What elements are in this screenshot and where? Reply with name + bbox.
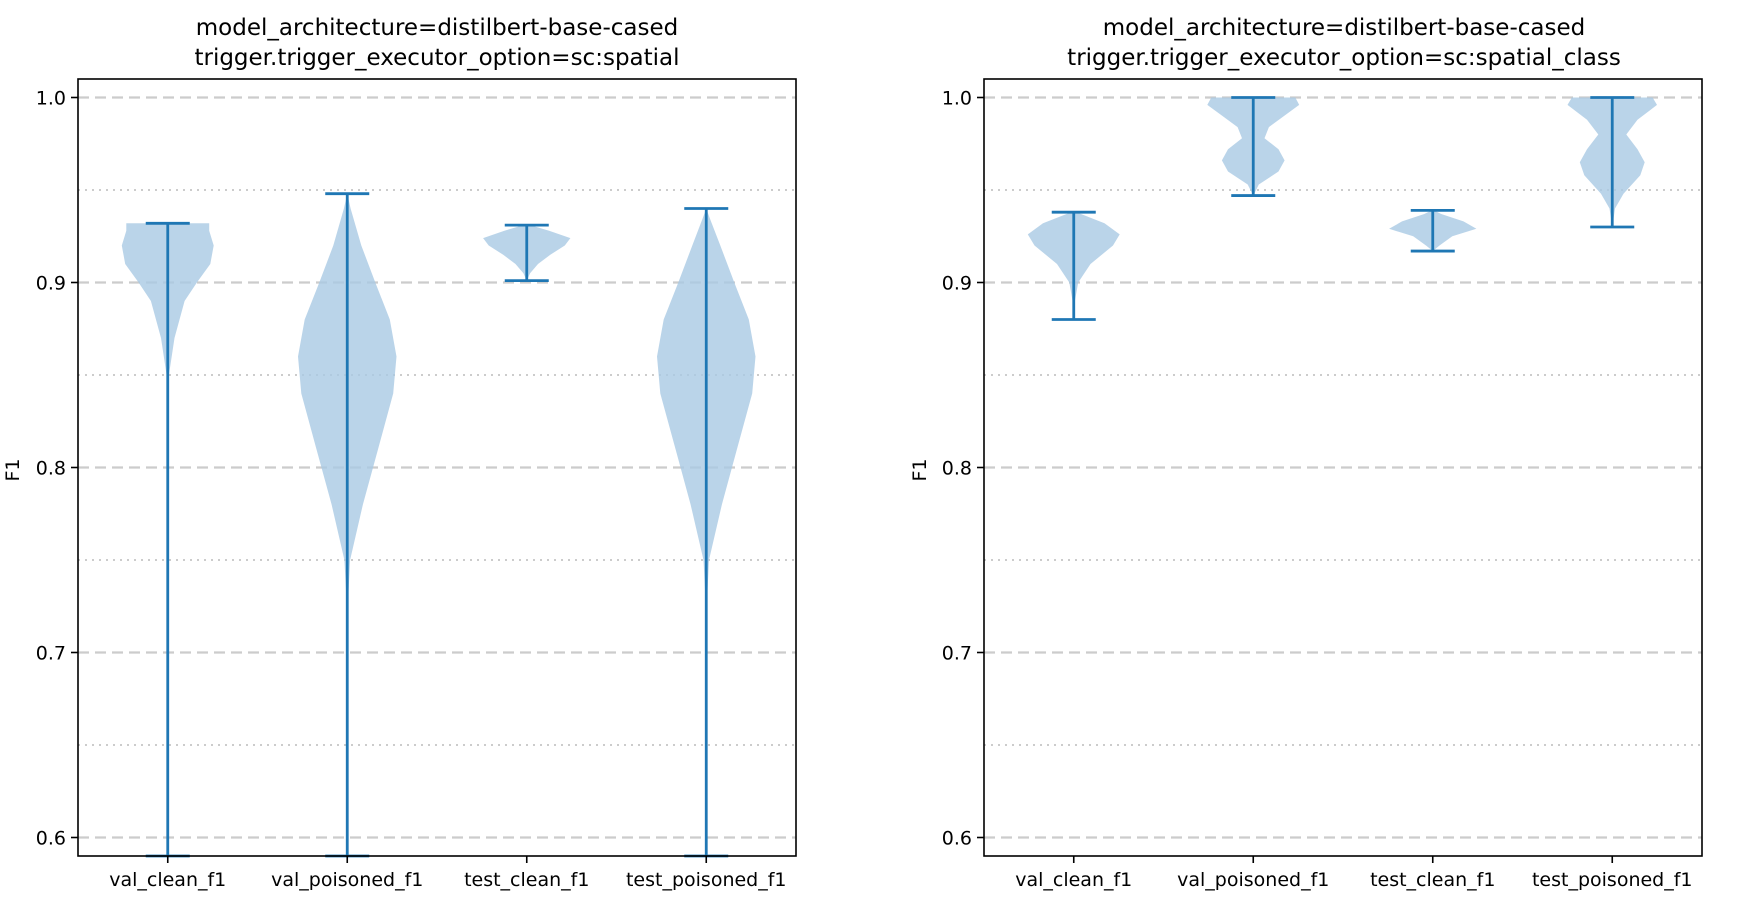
chart-panel-spatial-class: model_architecture=distilbert-base-cased… xyxy=(909,15,1703,891)
y-tick-label: 0.9 xyxy=(36,273,66,295)
y-axis-label: F1 xyxy=(909,458,931,481)
y-tick-label: 0.7 xyxy=(942,643,972,665)
x-tick-label: val_clean_f1 xyxy=(109,869,226,891)
y-tick-label: 0.8 xyxy=(942,458,972,480)
axes: 0.6 0.7 0.8 0.9 1.0 val_clean_f1 val_poisoned_… xyxy=(942,78,1703,891)
violin-test-clean-f1 xyxy=(1389,208,1477,253)
grid-lines xyxy=(984,96,1702,839)
violin-test-poisoned-f1 xyxy=(1567,96,1657,229)
chart-title-line-2: trigger.trigger_executor_option=sc:spati… xyxy=(194,45,679,71)
violins xyxy=(121,192,756,858)
x-tick-label: test_clean_f1 xyxy=(1370,869,1495,891)
y-tick-label: 0.8 xyxy=(36,458,66,480)
y-tick-label: 1.0 xyxy=(942,88,972,110)
chart-title-line-2: trigger.trigger_executor_option=sc:spati… xyxy=(1067,45,1621,71)
y-tick-label: 0.6 xyxy=(36,828,66,850)
x-tick-label: val_clean_f1 xyxy=(1015,869,1132,891)
violin-val-poisoned-f1 xyxy=(1207,96,1300,197)
y-axis-label: F1 xyxy=(2,458,24,481)
y-tick-label: 0.9 xyxy=(942,273,972,295)
y-tick-label: 1.0 xyxy=(36,88,66,110)
y-tick-label: 0.7 xyxy=(36,643,66,665)
x-tick-label: val_poisoned_f1 xyxy=(1177,869,1329,891)
y-tick-label: 0.6 xyxy=(942,828,972,850)
chart-title-line-1: model_architecture=distilbert-base-cased xyxy=(196,15,678,41)
grid-lines xyxy=(78,96,796,839)
x-tick-label: val_poisoned_f1 xyxy=(271,869,423,891)
violins xyxy=(1027,96,1657,321)
violin-val-clean-f1 xyxy=(1027,210,1120,321)
violin-test-clean-f1 xyxy=(483,223,571,283)
x-tick-label: test_poisoned_f1 xyxy=(1532,869,1693,891)
chart-title-line-1: model_architecture=distilbert-base-cased xyxy=(1103,15,1585,41)
x-tick-label: test_clean_f1 xyxy=(464,869,589,891)
chart-panel-spatial: model_architecture=distilbert-base-cased… xyxy=(2,15,797,891)
x-tick-label: test_poisoned_f1 xyxy=(626,869,787,891)
axes: 0.6 0.7 0.8 0.9 1.0 val_clean_f1 val_poisoned_… xyxy=(36,78,797,891)
